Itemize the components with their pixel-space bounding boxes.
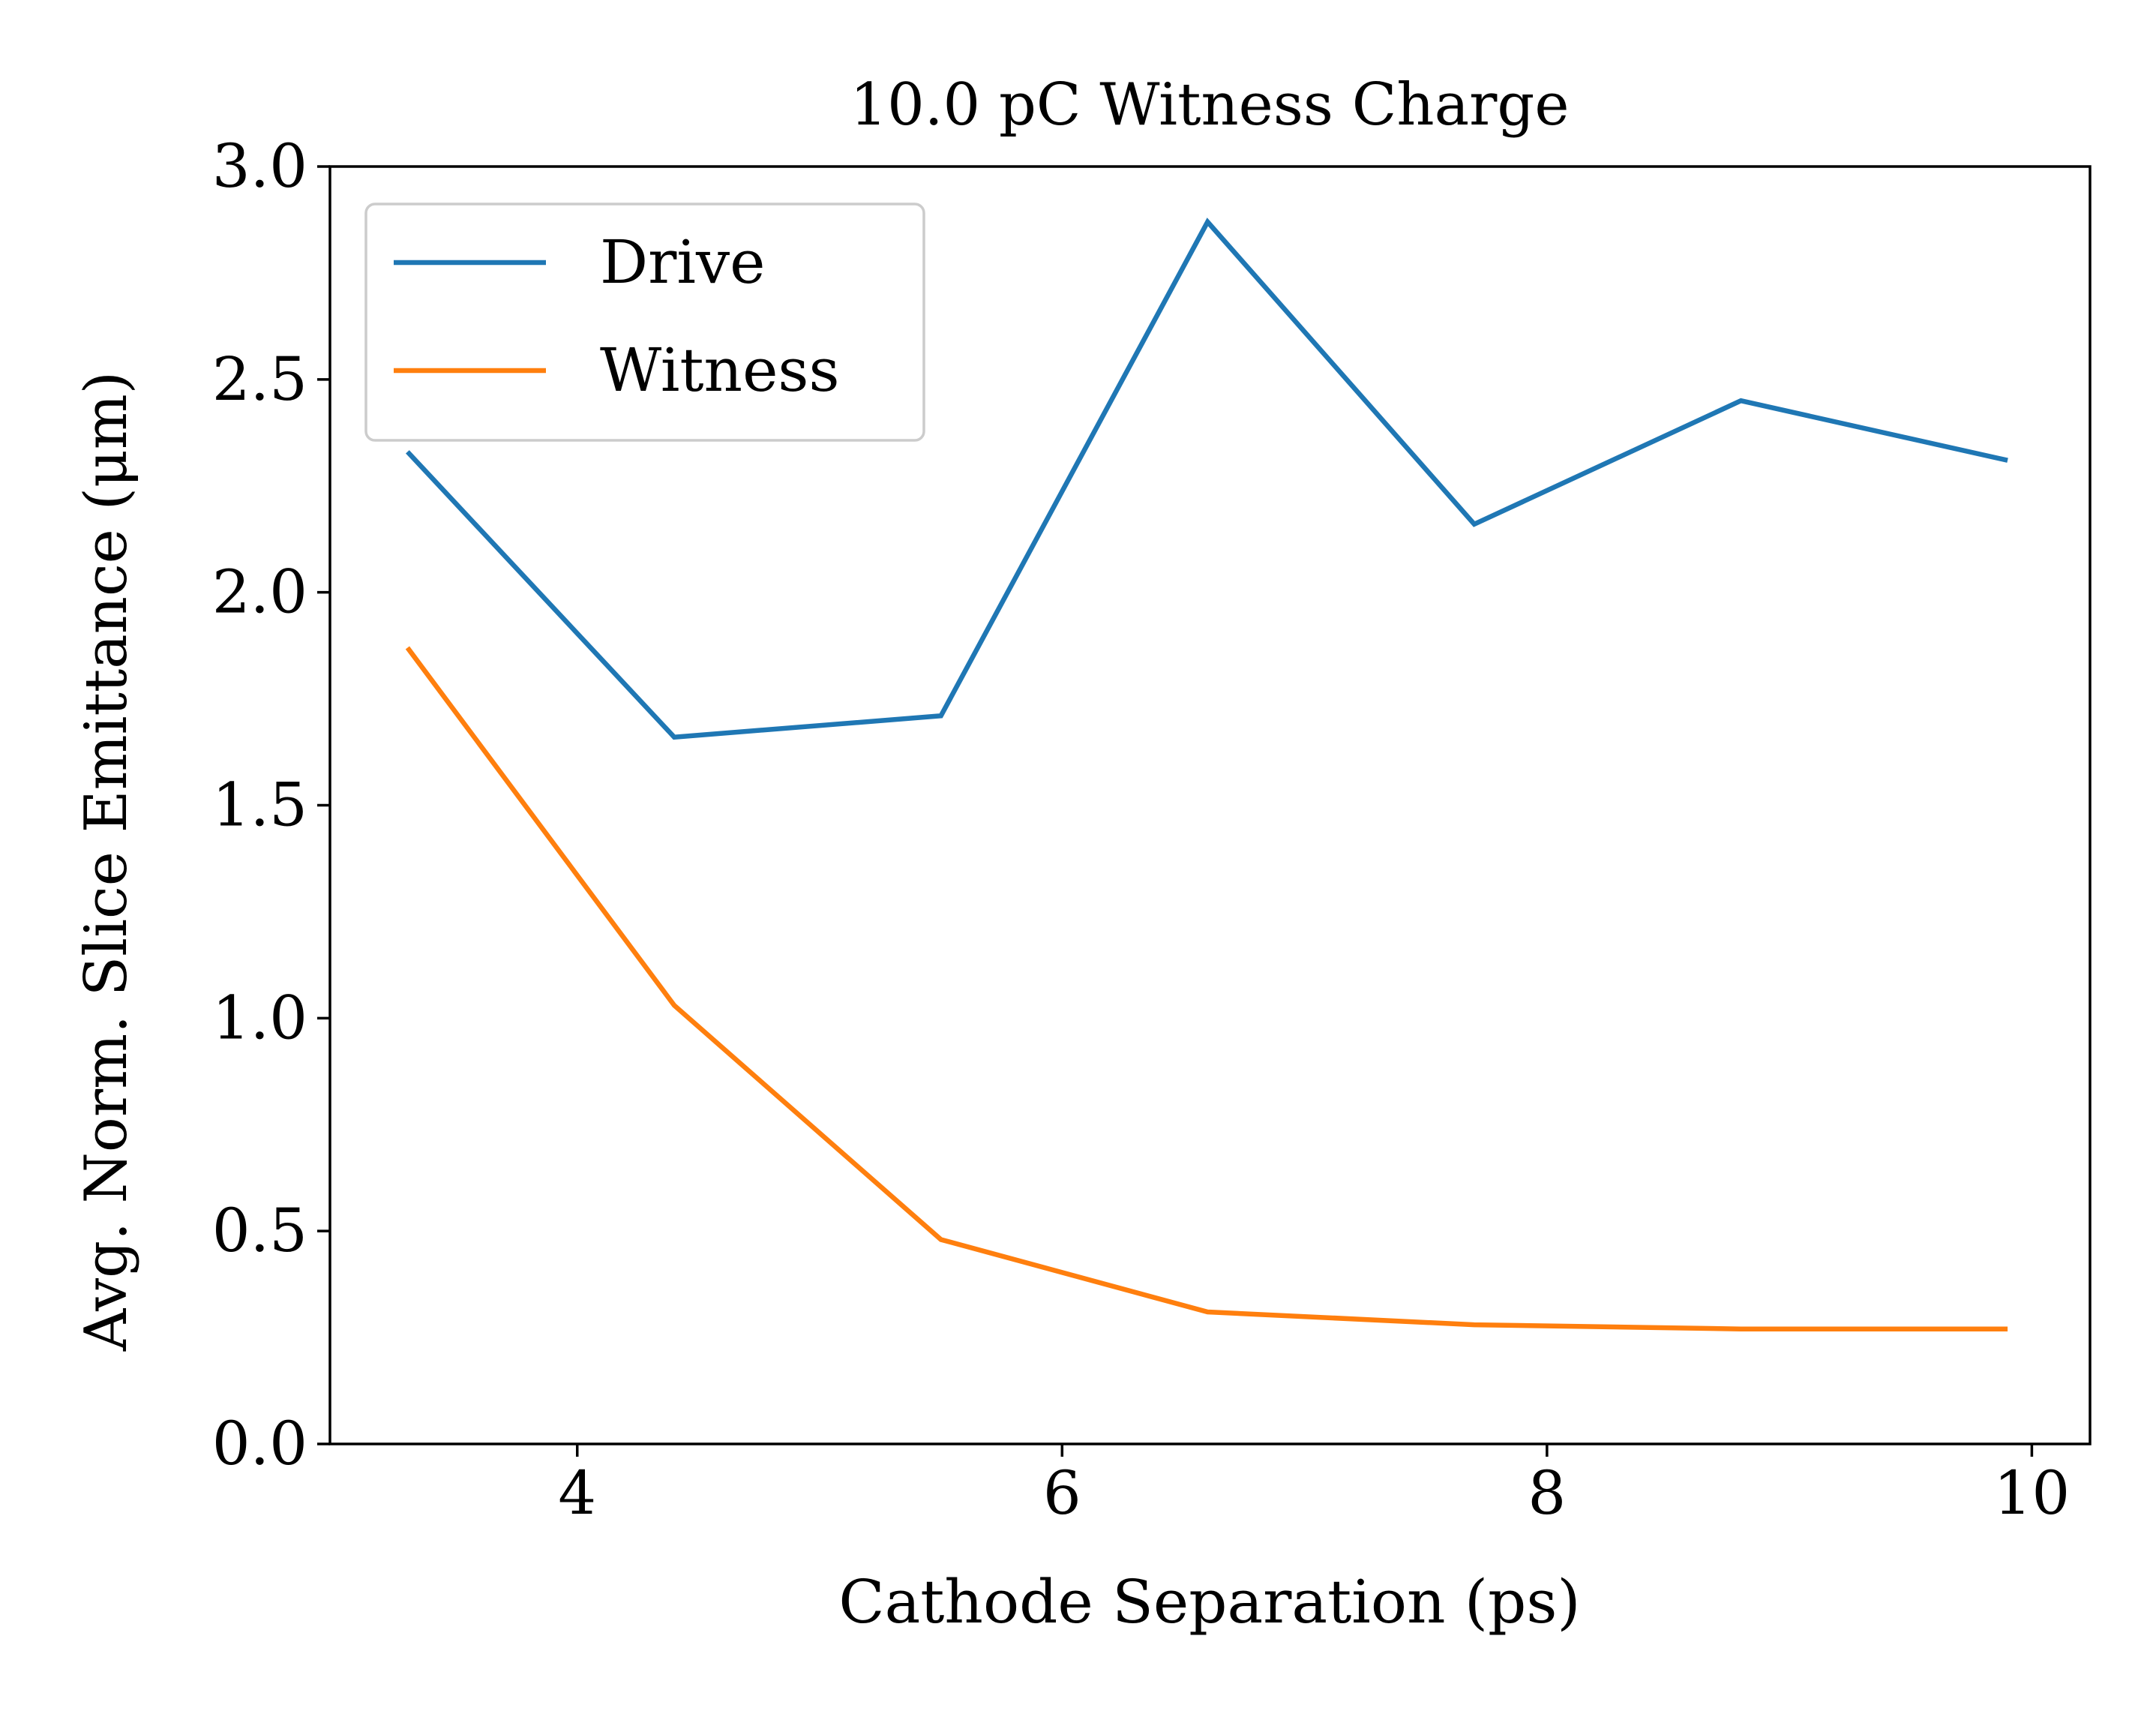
x-tick-label-4: 4 (558, 1458, 596, 1528)
x-tick-label-8: 8 (1528, 1458, 1566, 1528)
axes: 4 6 8 10 0.0 0.5 1.0 1.5 2.0 2.5 3.0 (212, 131, 2092, 1528)
plot-area (405, 218, 2008, 1331)
y-tick-label-0.5: 0.5 (212, 1196, 307, 1265)
legend: Drive Witness (364, 203, 925, 442)
legend-label-drive: Drive (600, 227, 766, 297)
x-tick-label-10: 10 (1994, 1458, 2071, 1528)
y-tick-label-0.0: 0.0 (212, 1409, 307, 1478)
y-tick-label-2.0: 2.0 (212, 557, 307, 627)
y-axis-label: Avg. Norm. Slice Emittance (μm) (73, 371, 140, 1352)
y-tick-label-1.0: 1.0 (212, 983, 307, 1052)
x-tick-label-6: 6 (1043, 1458, 1081, 1528)
legend-label-witness: Witness (600, 335, 840, 405)
x-axis-label: Cathode Separation (ps) (838, 1567, 1580, 1637)
series-line-witness (405, 646, 2008, 1331)
y-tick-label-1.5: 1.5 (212, 770, 307, 840)
y-tick-label-2.5: 2.5 (212, 344, 307, 414)
series-line-drive (406, 218, 2008, 740)
y-tick-label-3.0: 3.0 (212, 131, 307, 201)
chart-title: 10.0 pC Witness Charge (850, 71, 1569, 139)
